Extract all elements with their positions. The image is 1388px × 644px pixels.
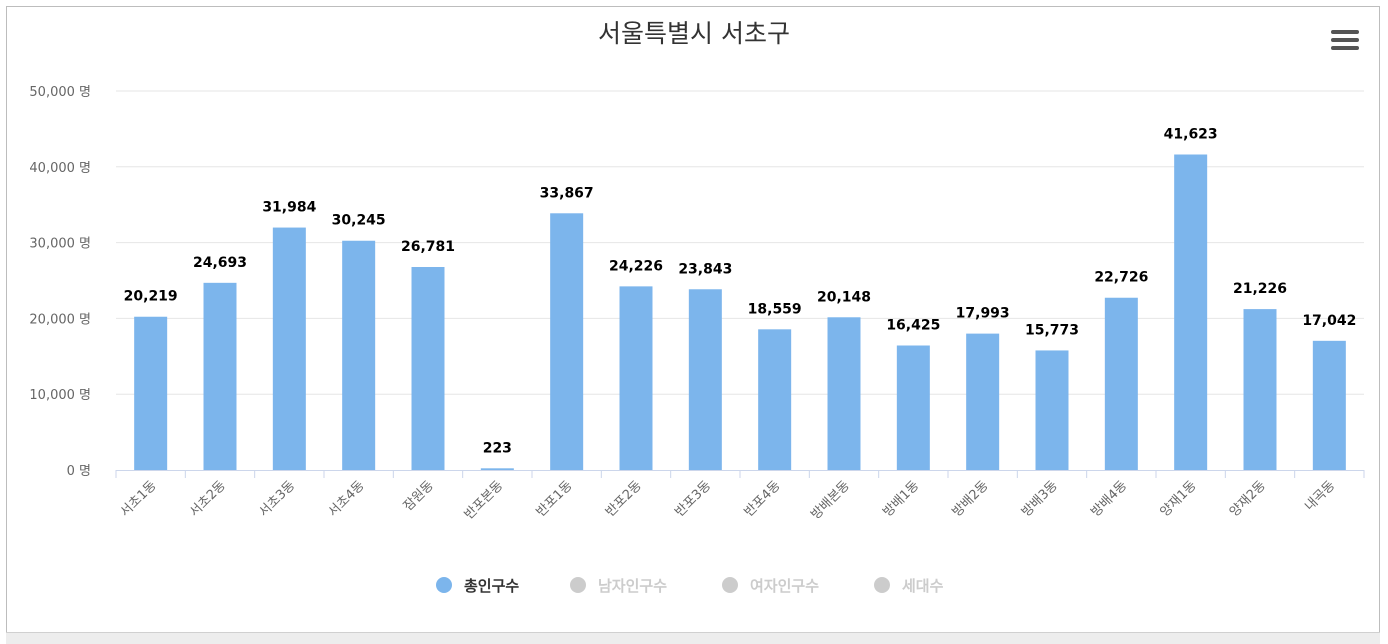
- legend-item[interactable]: 총인구수: [436, 577, 519, 595]
- bar[interactable]: [272, 227, 306, 470]
- legend-item[interactable]: 남자인구수: [570, 577, 667, 595]
- x-tick-label: 서초4동: [326, 478, 368, 520]
- legend-label: 여자인구수: [750, 577, 819, 595]
- legend-item[interactable]: 여자인구수: [722, 577, 819, 595]
- x-tick-label: 방배본동: [808, 478, 852, 522]
- x-tick-label: 반포본동: [462, 478, 506, 522]
- data-label: 22,726: [1094, 270, 1148, 286]
- bar[interactable]: [1035, 350, 1069, 470]
- grid-lines: [116, 90, 1364, 395]
- x-tick-label: 방배3동: [1019, 478, 1061, 520]
- legend: 총인구수 남자인구수 여자인구수 세대수: [436, 577, 944, 595]
- data-label: 33,867: [540, 185, 594, 201]
- data-label: 15,773: [1025, 322, 1079, 338]
- x-tick-label: 반포3동: [672, 478, 714, 520]
- scrollbar-strip: [6, 632, 1380, 644]
- legend-marker-icon: [722, 577, 738, 593]
- bar[interactable]: [1174, 154, 1208, 470]
- bar[interactable]: [411, 267, 445, 470]
- data-label: 23,843: [678, 261, 732, 277]
- y-tick-label: 10,000 명: [29, 388, 91, 403]
- legend-label: 남자인구수: [598, 577, 667, 595]
- bar[interactable]: [758, 329, 792, 470]
- y-tick-label: 30,000 명: [29, 237, 91, 252]
- x-tick-label: 반포1동: [534, 478, 576, 520]
- data-label: 17,993: [956, 306, 1010, 322]
- bar[interactable]: [203, 282, 237, 470]
- data-label: 26,781: [401, 239, 455, 255]
- y-tick-label: 0 명: [67, 464, 91, 479]
- data-label: 16,425: [886, 317, 940, 333]
- data-label: 41,623: [1164, 126, 1218, 142]
- data-label: 24,693: [193, 255, 247, 271]
- y-axis: 0 명 10,000 명 20,000 명 30,000 명 40,000 명 50,00…: [29, 85, 91, 479]
- data-labels: 20,219 24,693 31,984 30,245 26,781 223 33,867 2…: [124, 126, 1357, 456]
- bar[interactable]: [1312, 340, 1346, 470]
- bar[interactable]: [966, 333, 1000, 470]
- data-label: 24,226: [609, 258, 663, 274]
- x-tick-label: 방배4동: [1088, 478, 1130, 520]
- x-tick-label: 반포2동: [603, 478, 645, 520]
- data-label: 30,245: [332, 213, 386, 229]
- bar[interactable]: [896, 345, 930, 470]
- chart-title: 서울특별시 서초구: [598, 19, 790, 48]
- legend-label: 총인구수: [464, 577, 519, 595]
- legend-label: 세대수: [902, 577, 944, 595]
- bar[interactable]: [550, 213, 584, 470]
- x-tick-label: 서초1동: [118, 478, 160, 520]
- data-label: 223: [483, 440, 512, 456]
- x-tick-label: 잠원동: [401, 478, 437, 514]
- legend-marker-icon: [874, 577, 890, 593]
- x-axis: 서초1동 서초2동 서초3동 서초4동 잠원동 반포본동 반포1동 반포2동 반포3동 반포4동 방…: [115, 470, 1365, 523]
- bar[interactable]: [619, 286, 653, 470]
- hamburger-menu-icon[interactable]: [1331, 30, 1359, 54]
- y-tick-label: 20,000 명: [29, 312, 91, 327]
- bars: [134, 154, 1346, 470]
- bar[interactable]: [827, 317, 861, 470]
- bar[interactable]: [480, 468, 514, 470]
- data-label: 18,559: [748, 301, 802, 317]
- legend-item[interactable]: 세대수: [874, 577, 944, 595]
- x-tick-label: 방배2동: [950, 478, 992, 520]
- data-label: 20,219: [124, 289, 178, 305]
- x-tick-label: 방배1동: [880, 478, 922, 520]
- x-tick-label: 서초2동: [187, 478, 229, 520]
- x-tick-label: 반포4동: [742, 478, 784, 520]
- bar[interactable]: [1243, 309, 1277, 470]
- data-label: 21,226: [1233, 281, 1287, 297]
- legend-marker-icon: [570, 577, 586, 593]
- y-tick-label: 50,000 명: [29, 85, 91, 100]
- y-tick-label: 40,000 명: [29, 161, 91, 176]
- data-label: 17,042: [1302, 313, 1356, 329]
- legend-marker-icon: [436, 577, 452, 593]
- data-label: 31,984: [262, 200, 316, 216]
- bar[interactable]: [134, 316, 168, 470]
- x-tick-label: 양재2동: [1227, 478, 1269, 520]
- bar[interactable]: [688, 289, 722, 470]
- x-tick-label: 양재1동: [1158, 478, 1200, 520]
- x-tick-label: 서초3동: [256, 478, 298, 520]
- bar[interactable]: [1104, 297, 1138, 470]
- bar[interactable]: [342, 240, 376, 470]
- data-label: 20,148: [817, 289, 871, 305]
- x-tick-label: 내곡동: [1302, 478, 1338, 514]
